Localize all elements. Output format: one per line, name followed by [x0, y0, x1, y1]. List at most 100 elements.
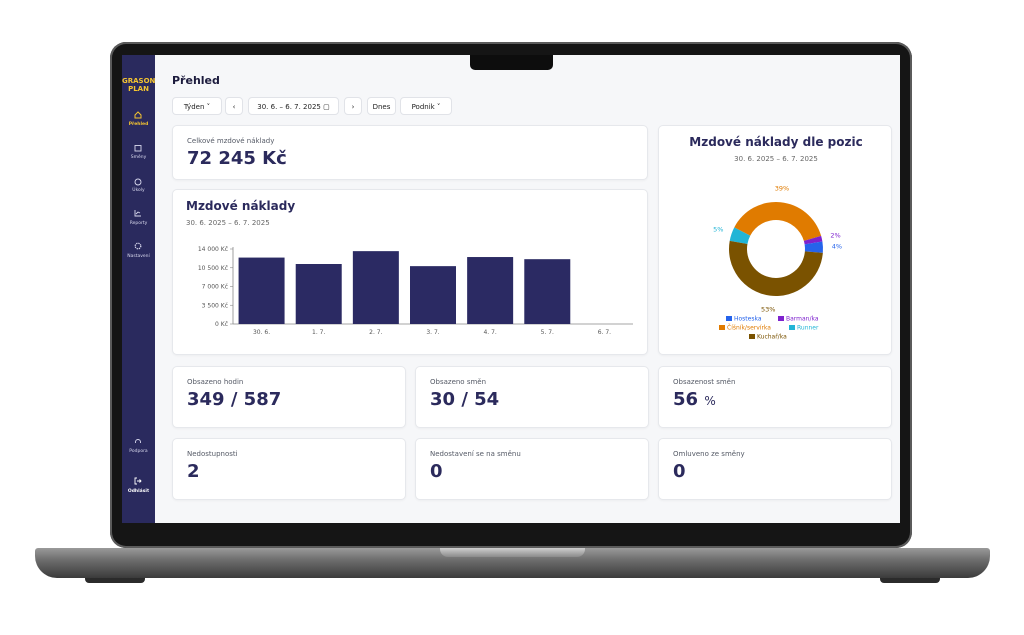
stat-card: Nedostavení se na směnu 0 — [415, 438, 649, 500]
legend-label: Kuchař/ka — [757, 334, 787, 341]
legend-label: Hosteska — [734, 316, 762, 323]
nav-item[interactable]: Reporty — [129, 221, 148, 226]
bar — [467, 257, 514, 324]
x-tick-label: 6. 7. — [598, 329, 611, 336]
legend-label: Runner — [797, 325, 819, 332]
legend-label: Číšník/servírka — [727, 325, 771, 332]
card-value: 2 — [187, 461, 200, 482]
sidebar: GRASON PLAN Přehled Směny Úkoly Reporty N… — [122, 55, 155, 523]
laptop-foot — [880, 578, 940, 583]
value: 56 — [673, 389, 699, 410]
data-label: 39% — [775, 184, 789, 192]
data-label: 4% — [832, 243, 842, 251]
legend-swatch — [778, 316, 784, 321]
bar — [524, 259, 571, 324]
card-value: 0 — [673, 461, 686, 482]
y-tick-label: 14 000 Kč — [198, 246, 228, 253]
card-value: 0 — [430, 461, 443, 482]
nav-item[interactable]: Nastavení — [127, 254, 150, 259]
bar-card: Mzdové náklady 30. 6. 2025 – 6. 7. 2025 … — [172, 189, 648, 355]
venue: Podnik — [411, 103, 435, 111]
card-label: Nedostupnosti — [187, 450, 238, 458]
donut-segment — [729, 240, 823, 297]
laptop-foot — [85, 578, 145, 583]
x-tick-label: 30. 6. — [253, 329, 270, 336]
card-label: Obsazeno hodin — [187, 378, 244, 386]
x-tick-label: 3. 7. — [426, 329, 439, 336]
unit: % — [704, 394, 716, 408]
card-value: 349 / 587 — [187, 389, 282, 410]
data-label: 53% — [761, 305, 775, 313]
next-button[interactable]: › — [344, 97, 362, 115]
donut-segment — [729, 227, 751, 244]
card-label: Nedostavení se na směnu — [430, 450, 521, 458]
chart-subtitle: 30. 6. 2025 – 6. 7. 2025 — [734, 155, 818, 163]
nav-item[interactable]: Odhlásit — [127, 489, 150, 494]
icon — [134, 242, 142, 250]
total-card: Celkové mzdové náklady 72 245 Kč — [172, 125, 648, 180]
bar — [295, 264, 342, 324]
card-value: 30 / 54 — [430, 389, 500, 410]
y-tick-label: 0 Kč — [215, 321, 228, 328]
period: Týden — [183, 103, 205, 111]
bar — [352, 251, 399, 324]
nav-item[interactable]: Směny — [130, 155, 147, 160]
icon — [135, 439, 141, 443]
nav-item[interactable]: Úkoly — [132, 188, 145, 193]
bar-chart: Mzdové náklady 30. 6. 2025 – 6. 7. 2025 … — [186, 199, 633, 336]
chart-title: Mzdové náklady dle pozic — [689, 135, 862, 149]
legend-swatch — [749, 334, 755, 339]
y-tick-label: 3 500 Kč — [202, 302, 228, 309]
today-button[interactable]: Dnes — [367, 97, 396, 115]
legend-label: Barman/ka — [786, 316, 819, 323]
y-tick-label: 7 000 Kč — [202, 284, 228, 291]
x-tick-label: 5. 7. — [541, 329, 554, 336]
legend-swatch — [726, 316, 732, 321]
range: 30. 6. – 6. 7. 2025 — [257, 103, 321, 111]
stat-card: Obsazenost směn 56 % — [658, 366, 892, 428]
icon — [134, 111, 142, 119]
camera-notch — [470, 55, 553, 70]
card-label: Omluveno ze směny — [673, 450, 745, 458]
data-label: 2% — [830, 232, 840, 240]
logo: GRASON PLAN — [122, 77, 155, 93]
stat-card: Omluveno ze směny 0 — [658, 438, 892, 500]
bar — [238, 257, 285, 324]
icon — [134, 477, 142, 485]
card-label: Obsazeno směn — [430, 378, 487, 386]
icon — [134, 210, 141, 217]
chart-subtitle: 30. 6. 2025 – 6. 7. 2025 — [186, 219, 270, 227]
logo-line: GRASON — [122, 77, 156, 85]
logo-line: PLAN — [128, 85, 149, 93]
x-tick-label: 4. 7. — [483, 329, 496, 336]
nav-item[interactable]: Podpora — [129, 449, 148, 454]
date-range[interactable]: 30. 6. – 6. 7. 2025 ▢ — [248, 97, 339, 115]
stat-card: Nedostupnosti 2 — [172, 438, 406, 500]
icon — [134, 178, 142, 186]
stat-card: Obsazeno hodin 349 / 587 — [172, 366, 406, 428]
card-value: 56 % — [673, 389, 716, 410]
nav-item[interactable]: Přehled — [128, 122, 149, 127]
donut-segment — [804, 241, 823, 253]
laptop-hinge — [440, 548, 585, 557]
prev-button[interactable]: ‹ — [225, 97, 243, 115]
period-select[interactable]: Týden ˅ — [172, 97, 222, 115]
x-tick-label: 1. 7. — [312, 329, 325, 336]
card-label: Obsazenost směn — [673, 378, 736, 386]
legend-swatch — [719, 325, 725, 330]
screen: GRASON PLAN Přehled Směny Úkoly Reporty N… — [122, 55, 900, 523]
legend-swatch — [789, 325, 795, 330]
venue-select[interactable]: Podnik ˅ — [400, 97, 452, 115]
card-value: 72 245 Kč — [187, 148, 287, 169]
donut-segment — [734, 201, 822, 241]
bar — [410, 266, 456, 324]
donut-segment — [803, 235, 823, 245]
card-label: Celkové mzdové náklady — [187, 137, 275, 145]
icon — [134, 145, 142, 152]
chart-title: Mzdové náklady — [186, 199, 295, 213]
y-tick-label: 10 500 Kč — [198, 265, 228, 272]
x-tick-label: 2. 7. — [369, 329, 382, 336]
donut-card: Mzdové náklady dle pozic 30. 6. 2025 – 6… — [658, 125, 892, 355]
page-title: Přehled — [172, 74, 220, 87]
